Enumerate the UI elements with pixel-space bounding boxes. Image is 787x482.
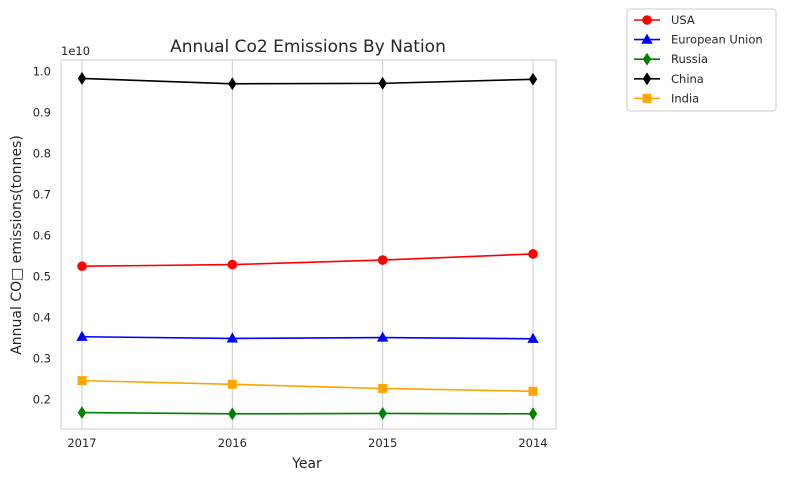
data-point-usa <box>227 259 238 270</box>
offset-text: 1e10 <box>61 44 90 58</box>
legend-label-european-union: European Union <box>671 33 763 47</box>
series-india <box>77 376 538 396</box>
legend-label-china: China <box>671 72 704 86</box>
chart-title: Annual Co2 Emissions By Nation <box>170 37 446 57</box>
series-line-european-union <box>81 335 534 340</box>
x-tick-label: 2016 <box>218 436 247 450</box>
data-point-russia <box>77 406 87 420</box>
y-tick-label: 0.7 <box>33 187 51 201</box>
data-point-russia <box>228 407 237 421</box>
series-line-india <box>81 379 534 393</box>
y-axis-label: Annual CO□ emissions(tonnes) <box>9 135 25 355</box>
y-tick-label: 1.0 <box>33 64 51 78</box>
y-tick-label: 0.6 <box>33 228 51 242</box>
series-line-russia <box>81 411 534 415</box>
y-tick-label: 0.4 <box>33 310 51 324</box>
data-point-china <box>228 77 237 91</box>
x-axis-label: Year <box>291 456 322 472</box>
y-tick-label: 0.9 <box>33 105 51 119</box>
y-tick-label: 0.3 <box>33 351 51 365</box>
series-russia <box>77 406 538 421</box>
data-point-china <box>77 72 87 85</box>
legend-label-russia: Russia <box>671 52 708 66</box>
y-tick-label: 0.2 <box>33 392 51 406</box>
data-point-european-union <box>76 330 88 341</box>
data-point-india <box>528 386 538 396</box>
data-point-russia <box>378 407 387 420</box>
data-point-usa <box>377 255 388 265</box>
y-axis-ticks: 0.2 0.3 0.4 0.5 0.6 0.7 0.8 0.9 1.0 <box>33 64 51 406</box>
series-group <box>76 72 539 421</box>
data-point-china <box>528 72 538 86</box>
series-usa <box>77 249 538 272</box>
series-china <box>77 72 538 91</box>
x-tick-label: 2014 <box>518 436 547 450</box>
legend-marker-china <box>642 72 652 86</box>
legend-marker-russia <box>642 52 652 66</box>
plot-area <box>60 59 557 430</box>
series-line-china <box>81 77 534 85</box>
data-point-european-union <box>226 332 238 343</box>
data-point-usa <box>77 261 87 272</box>
data-point-russia <box>528 407 538 421</box>
data-point-european-union <box>377 331 389 342</box>
data-point-usa <box>528 249 538 259</box>
y-tick-label: 0.5 <box>33 269 51 283</box>
legend-label-usa: USA <box>671 13 695 27</box>
data-point-european-union <box>527 332 539 343</box>
data-point-india <box>227 379 237 389</box>
y-tick-label: 0.8 <box>33 146 51 160</box>
legend-label-india: India <box>671 91 699 105</box>
legend-marker-european-union <box>641 33 653 44</box>
series-line-usa <box>81 253 534 268</box>
data-point-india <box>77 376 87 386</box>
x-tick-label: 2015 <box>368 436 397 450</box>
x-tick-label: 2017 <box>67 436 96 450</box>
grid-lines <box>81 60 534 429</box>
legend-marker-india <box>642 93 652 103</box>
legend: USA European Union Russia China India <box>626 8 777 112</box>
x-axis-ticks: 2017 2016 2015 2014 <box>67 436 547 450</box>
legend-marker-usa <box>642 15 652 25</box>
series-european-union <box>76 330 539 343</box>
data-point-india <box>378 383 388 393</box>
data-point-china <box>378 76 387 90</box>
legend-frame <box>626 8 777 112</box>
